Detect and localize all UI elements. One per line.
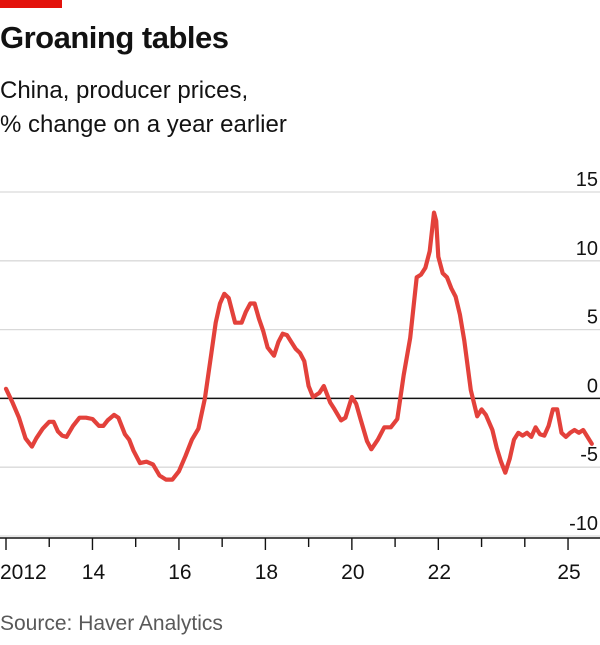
- y-tick-label: 0: [587, 375, 598, 397]
- x-tick-label: 2012: [0, 561, 47, 584]
- subtitle-line-1: China, producer prices,: [0, 77, 249, 104]
- line-chart: 15 10 5 0 -5 -10 2012 14 16 18 20 22 25: [0, 169, 600, 584]
- y-tick-label: 10: [576, 238, 598, 260]
- x-tick-label: 20: [341, 561, 364, 584]
- x-tick-label: 14: [82, 561, 106, 584]
- series-line: [3, 210, 594, 482]
- x-tick-label: 18: [255, 561, 278, 584]
- x-tick-label: 16: [168, 561, 191, 584]
- chart-subtitle: China, producer prices, % change on a ye…: [0, 74, 287, 142]
- y-tick-label: -10: [569, 513, 598, 535]
- subtitle-line-2: % change on a year earlier: [0, 111, 287, 138]
- y-tick-label: 15: [576, 169, 598, 191]
- x-tick-label: 25: [557, 561, 580, 584]
- source-note: Source: Haver Analytics: [0, 612, 223, 635]
- y-tick-label: -5: [580, 444, 598, 466]
- brand-accent-bar: [0, 0, 62, 8]
- chart-title: Groaning tables: [0, 20, 229, 55]
- y-tick-label: 5: [587, 307, 598, 329]
- x-tick-label: 22: [428, 561, 451, 584]
